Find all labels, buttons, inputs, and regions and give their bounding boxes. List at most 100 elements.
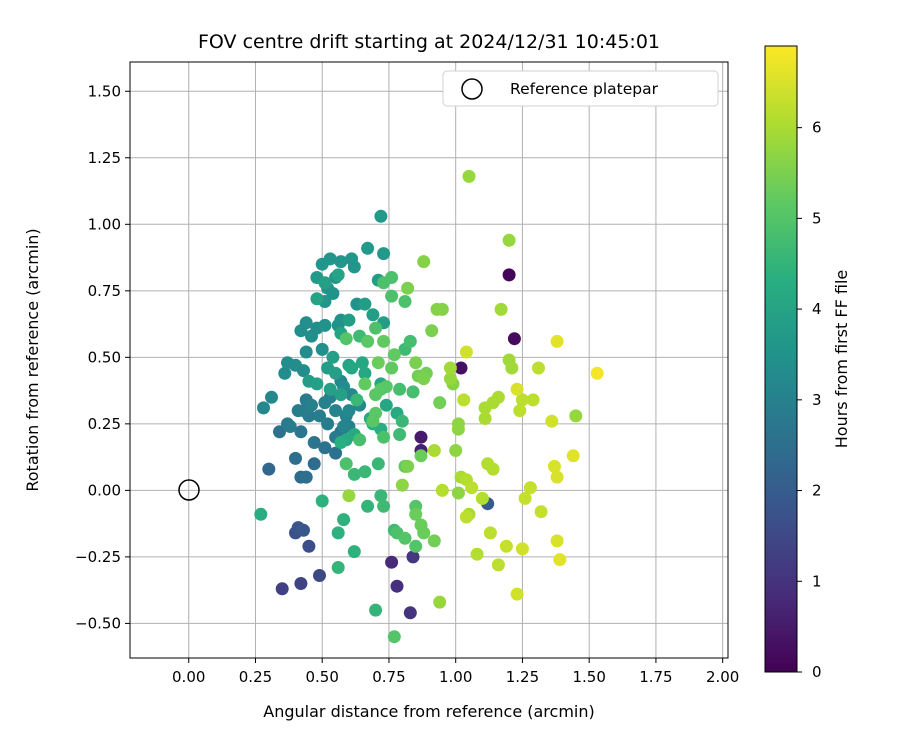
scatter-point xyxy=(329,404,343,418)
y-tick-label: −0.50 xyxy=(75,614,121,632)
scatter-point xyxy=(355,356,369,370)
x-tick-label: 1.25 xyxy=(506,668,539,686)
scatter-point xyxy=(569,409,583,423)
colorbar-tick-label: 5 xyxy=(812,209,822,227)
scatter-point xyxy=(315,342,329,356)
scatter-point xyxy=(398,295,412,308)
scatter-point xyxy=(417,526,431,540)
scatter-point xyxy=(337,513,351,527)
scatter-point xyxy=(457,393,471,407)
scatter-point xyxy=(313,409,326,423)
scatter-point xyxy=(523,481,537,495)
scatter-point xyxy=(283,420,297,433)
scatter-point xyxy=(502,268,516,282)
colorbar-tick-label: 0 xyxy=(812,663,822,681)
scatter-point xyxy=(329,366,343,380)
scatter-point xyxy=(257,401,270,415)
scatter-point xyxy=(409,356,423,370)
scatter-point xyxy=(510,587,524,601)
scatter-point xyxy=(435,483,449,497)
scatter-point xyxy=(323,252,337,266)
colorbar-tick-label: 1 xyxy=(812,572,822,590)
colorbar-ticks: 0 1 2 3 4 5 6 xyxy=(797,119,822,681)
y-tick-label: 0.00 xyxy=(88,481,121,499)
scatter-point xyxy=(307,436,321,449)
colorbar-label: Hours from first FF file xyxy=(832,270,851,449)
colorbar-tick-label: 3 xyxy=(812,391,822,409)
scatter-point xyxy=(377,430,391,444)
chart-title: FOV centre drift starting at 2024/12/31 … xyxy=(198,31,660,53)
scatter-point xyxy=(299,345,313,359)
grid xyxy=(130,62,728,658)
scatter-point xyxy=(347,545,361,559)
scatter-point xyxy=(507,332,521,346)
plot-frame xyxy=(129,61,729,659)
x-axis-ticks: 0.00 0.25 0.50 0.75 1.00 1.25 1.50 1.75 2.00 xyxy=(172,658,739,686)
scatter-point xyxy=(262,462,276,476)
scatter-point xyxy=(430,302,444,316)
y-tick-label: 0.25 xyxy=(88,415,121,433)
scatter-point xyxy=(443,361,457,375)
x-tick-label: 1.75 xyxy=(639,668,672,686)
scatter-point xyxy=(273,425,286,439)
y-tick-label: 1.25 xyxy=(88,149,121,167)
scatter-point xyxy=(417,372,431,386)
scatter-point xyxy=(513,404,527,418)
scatter-point xyxy=(342,489,356,503)
scatter-points xyxy=(254,169,604,644)
scatter-point xyxy=(350,393,364,407)
scatter-point xyxy=(278,366,292,380)
scatter-point xyxy=(387,348,401,362)
scatter-point xyxy=(305,398,318,412)
scatter-point xyxy=(515,542,529,556)
scatter-point xyxy=(534,505,548,519)
scatter-point xyxy=(342,404,356,418)
scatter-point xyxy=(548,459,561,473)
scatter-point xyxy=(406,385,420,399)
scatter-point xyxy=(486,462,500,476)
scatter-point xyxy=(339,332,353,346)
scatter-point xyxy=(339,457,353,471)
scatter-point xyxy=(550,534,564,548)
scatter-point xyxy=(334,388,348,402)
scatter-point xyxy=(294,324,308,338)
scatter-point xyxy=(331,561,345,574)
scatter-point xyxy=(331,526,345,540)
scatter-point xyxy=(502,233,516,247)
scatter-point xyxy=(318,318,332,332)
reference-platepar-marker xyxy=(178,479,200,501)
scatter-point xyxy=(510,382,524,396)
legend: Reference platepar xyxy=(442,70,719,107)
scatter-point xyxy=(299,470,313,484)
scatter-point xyxy=(294,425,308,439)
scatter-point xyxy=(550,334,564,348)
x-tick-label: 2.00 xyxy=(706,668,739,686)
scatter-point xyxy=(358,377,372,391)
scatter-point xyxy=(459,510,473,524)
scatter-point xyxy=(323,382,337,396)
scatter-point xyxy=(395,414,409,428)
scatter-point xyxy=(337,420,351,433)
scatter-point xyxy=(369,603,383,617)
scatter-point xyxy=(403,334,417,348)
y-tick-label: 1.50 xyxy=(88,82,121,100)
scatter-point xyxy=(345,361,359,375)
scatter-point xyxy=(313,569,326,582)
scatter-point xyxy=(379,398,393,412)
scatter-point xyxy=(254,507,268,521)
scatter-point xyxy=(297,523,310,537)
scatter-point xyxy=(393,382,407,396)
scatter-point xyxy=(451,422,465,436)
scatter-point xyxy=(409,539,423,553)
scatter-point xyxy=(494,302,508,316)
scatter-point xyxy=(478,412,492,425)
scatter-point xyxy=(310,377,324,391)
scatter-point xyxy=(358,465,372,479)
scatter-point xyxy=(361,334,375,348)
scatter-point xyxy=(326,287,340,300)
scatter-point xyxy=(393,428,407,441)
scatter-point xyxy=(302,539,316,553)
scatter-point xyxy=(403,606,417,620)
scatter-point xyxy=(505,361,519,375)
